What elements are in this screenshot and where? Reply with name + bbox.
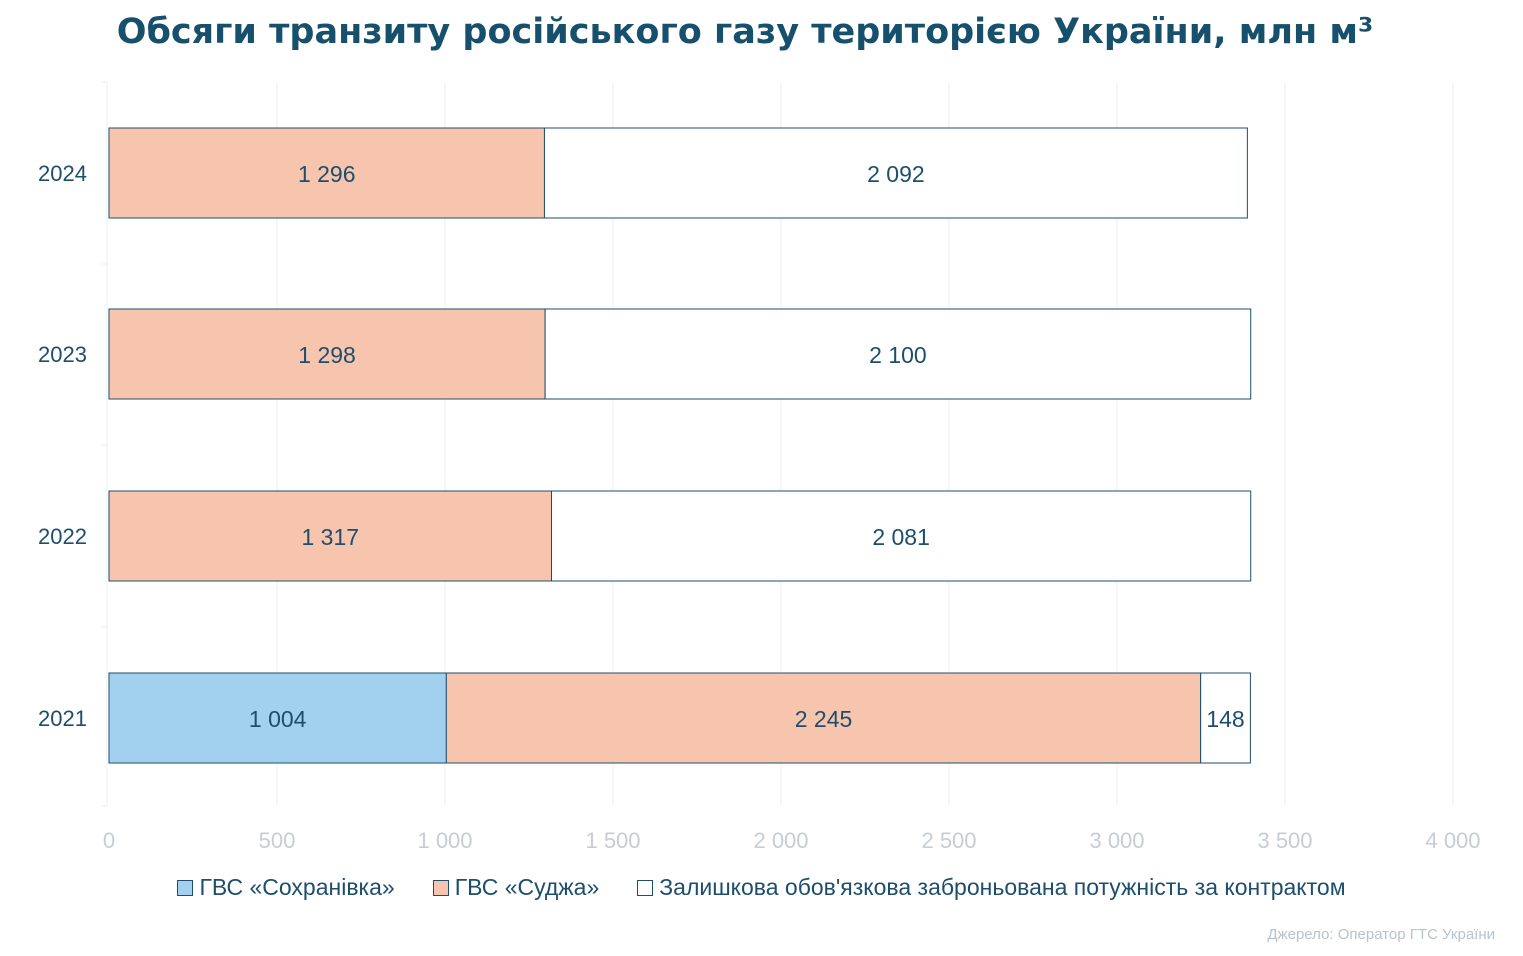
x-tick-label: 4 000	[1425, 828, 1480, 853]
x-tick-label: 500	[259, 828, 296, 853]
data-label: 1 298	[298, 342, 356, 368]
legend-item-sudzha: ГВС «Суджа»	[432, 874, 600, 901]
category-label: 2022	[38, 524, 87, 549]
bar-segment	[551, 490, 1252, 582]
category-label: 2023	[38, 342, 87, 367]
bar-segment	[108, 490, 553, 582]
legend-item-sokhranivka: ГВС «Сохранівка»	[177, 874, 395, 901]
source-note: Джерело: Оператор ГТС України	[1267, 926, 1495, 943]
category-label: 2021	[38, 706, 87, 731]
x-tick-label: 2 500	[921, 828, 976, 853]
data-label: 1 317	[301, 524, 359, 550]
bar-segment	[108, 308, 546, 400]
bar-segment	[108, 672, 447, 764]
x-tick-label: 2 000	[753, 828, 808, 853]
legend-swatch-sudzha	[432, 879, 449, 896]
data-label: 148	[1206, 706, 1244, 732]
legend-label-residual-capacity: Залишкова обов'язкова заброньована потуж…	[659, 874, 1346, 900]
bar-segment	[108, 127, 545, 219]
legend: ГВС «Сохранівка» ГВС «Суджа» Залишкова о…	[0, 874, 1523, 901]
data-label: 2 092	[867, 161, 925, 187]
x-tick-label: 0	[103, 828, 115, 853]
data-label: 1 296	[298, 161, 356, 187]
legend-label-sudzha: ГВС «Суджа»	[454, 874, 600, 900]
legend-swatch-residual-capacity	[637, 879, 654, 896]
x-tick-label: 3 000	[1089, 828, 1144, 853]
data-label: 2 245	[795, 706, 853, 732]
x-tick-label: 1 500	[585, 828, 640, 853]
chart-title: Обсяги транзиту російського газу територ…	[116, 12, 1374, 52]
bar-segment	[1200, 672, 1251, 764]
data-label: 1 004	[249, 706, 307, 732]
data-label: 2 081	[872, 524, 930, 550]
x-tick-label: 1 000	[417, 828, 472, 853]
bar-segment	[445, 672, 1202, 764]
bars-layer	[108, 127, 1252, 764]
x-tick-label: 3 500	[1257, 828, 1312, 853]
axis-layer: 0 500 1 000 1 500 2 000 2 500 3 000 3 500 4 000 2…	[38, 81, 1481, 853]
legend-swatch-sokhranivka	[177, 879, 194, 896]
legend-item-residual-capacity: Залишкова обов'язкова заброньована потуж…	[637, 874, 1346, 901]
category-label: 2024	[38, 161, 87, 186]
data-label: 2 100	[869, 342, 927, 368]
legend-label-sokhranivka: ГВС «Сохранівка»	[199, 874, 395, 900]
bar-segment	[544, 308, 1252, 400]
bar-segment	[543, 127, 1248, 219]
labels-layer: 1 296 2 092 1 298 2 100 1 317 2 081 1 004 2 245…	[249, 161, 1245, 732]
